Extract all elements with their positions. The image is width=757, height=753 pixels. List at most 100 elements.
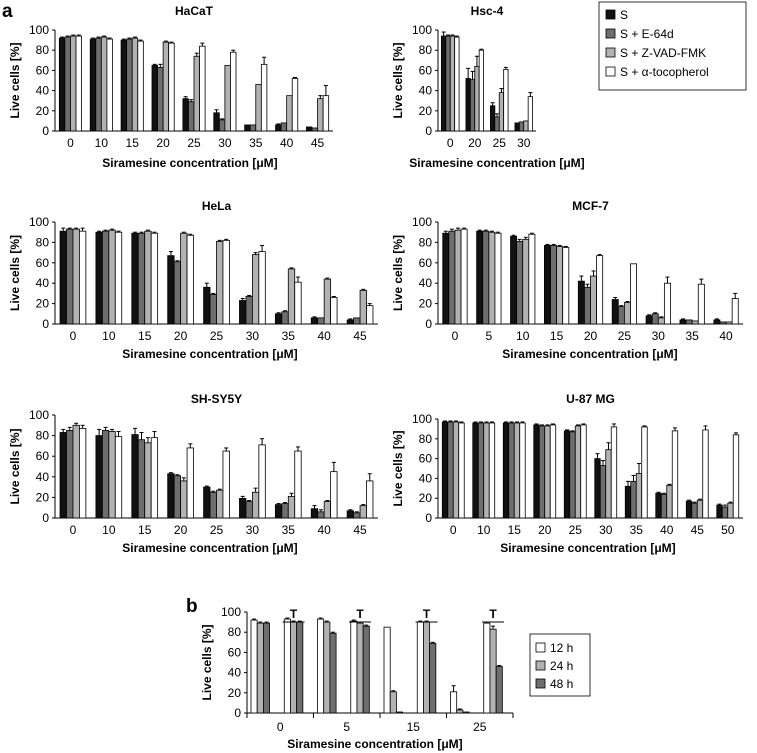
bar <box>679 319 687 325</box>
y-tick-label: 100 <box>221 605 241 619</box>
bar <box>296 621 304 714</box>
y-tick-label: 60 <box>419 63 433 77</box>
x-tick-label: 40 <box>317 329 331 343</box>
bar <box>441 35 447 132</box>
x-axis-label: Siramesine concentration [μM] <box>287 737 462 751</box>
bar <box>180 232 188 325</box>
bar <box>317 511 325 519</box>
chart-title: HaCaT <box>175 4 214 18</box>
bar <box>465 78 471 132</box>
bar <box>120 39 128 132</box>
bar <box>222 239 230 325</box>
x-tick-label: 30 <box>599 523 613 537</box>
legend-swatch <box>605 47 616 58</box>
bar <box>251 254 260 325</box>
bar <box>732 434 740 519</box>
bar <box>445 35 451 132</box>
bar <box>239 300 247 325</box>
chart-title: HeLa <box>202 199 232 213</box>
x-tick-label: 25 <box>210 329 224 343</box>
bar <box>182 98 189 132</box>
legend-panel-b: 12 h 24 h 48 h <box>529 633 591 697</box>
bar <box>477 422 485 519</box>
bar <box>495 666 503 714</box>
bar <box>108 229 116 325</box>
bar <box>494 232 502 325</box>
bar <box>472 422 479 519</box>
bar <box>544 245 551 325</box>
bar <box>359 505 367 519</box>
bar <box>323 501 332 519</box>
bar <box>584 286 591 325</box>
bar <box>731 298 739 325</box>
bar <box>356 622 364 714</box>
legend-swatch <box>535 660 546 671</box>
x-tick-label: 10 <box>102 523 116 537</box>
bar <box>671 430 679 519</box>
bar <box>623 302 631 325</box>
bar <box>624 485 632 519</box>
bar <box>478 49 484 132</box>
y-tick-label: 20 <box>36 104 50 118</box>
bar <box>550 245 558 325</box>
bar <box>251 491 260 519</box>
bar <box>691 502 698 519</box>
x-tick-label: 25 <box>187 136 201 150</box>
x-tick-label: 0 <box>70 329 77 343</box>
bar <box>180 480 188 519</box>
legend-swatch <box>535 678 546 689</box>
bar <box>64 36 71 132</box>
bar <box>610 426 618 519</box>
y-tick-label: 60 <box>36 63 50 77</box>
bar <box>514 122 520 132</box>
bar <box>167 255 175 325</box>
group-marker: T <box>489 607 497 621</box>
bar <box>79 427 87 519</box>
bar <box>442 232 450 325</box>
bar <box>429 642 437 714</box>
bar <box>544 425 551 519</box>
y-tick-label: 100 <box>412 23 432 37</box>
bar <box>660 493 668 519</box>
x-tick-label: 40 <box>317 523 331 537</box>
bar <box>173 475 182 519</box>
y-tick-label: 60 <box>419 452 433 466</box>
legend-label: 48 h <box>550 677 573 691</box>
bar <box>366 480 374 519</box>
bar <box>322 95 330 132</box>
bar <box>389 691 397 714</box>
bar <box>519 422 526 519</box>
bar <box>66 228 74 325</box>
x-tick-label: 30 <box>218 136 232 150</box>
y-axis-label: Live cells [%] <box>8 42 22 118</box>
y-tick-label: 100 <box>412 215 432 229</box>
bar <box>222 450 230 519</box>
bar <box>310 317 319 325</box>
bar <box>150 437 159 519</box>
bar <box>611 299 619 325</box>
x-tick-label: 0 <box>70 523 77 537</box>
bar <box>203 486 211 519</box>
bar <box>193 55 200 132</box>
legend-swatch <box>605 66 616 77</box>
legend-swatch <box>605 28 616 39</box>
x-tick-label: 25 <box>473 720 487 734</box>
bar <box>188 101 195 132</box>
x-tick-label: 20 <box>174 329 188 343</box>
bar <box>274 313 283 325</box>
bar <box>286 95 293 132</box>
bar <box>562 247 570 325</box>
bar <box>713 319 721 325</box>
bar <box>721 506 729 519</box>
bar <box>131 434 139 519</box>
y-tick-label: 40 <box>36 84 50 98</box>
bar <box>306 126 313 132</box>
y-tick-label: 80 <box>36 429 50 443</box>
x-tick-label: 35 <box>630 523 644 537</box>
bar <box>95 231 103 325</box>
bar <box>95 435 103 519</box>
bar <box>456 709 464 714</box>
bar <box>645 315 653 325</box>
x-tick-label: 45 <box>311 136 325 150</box>
